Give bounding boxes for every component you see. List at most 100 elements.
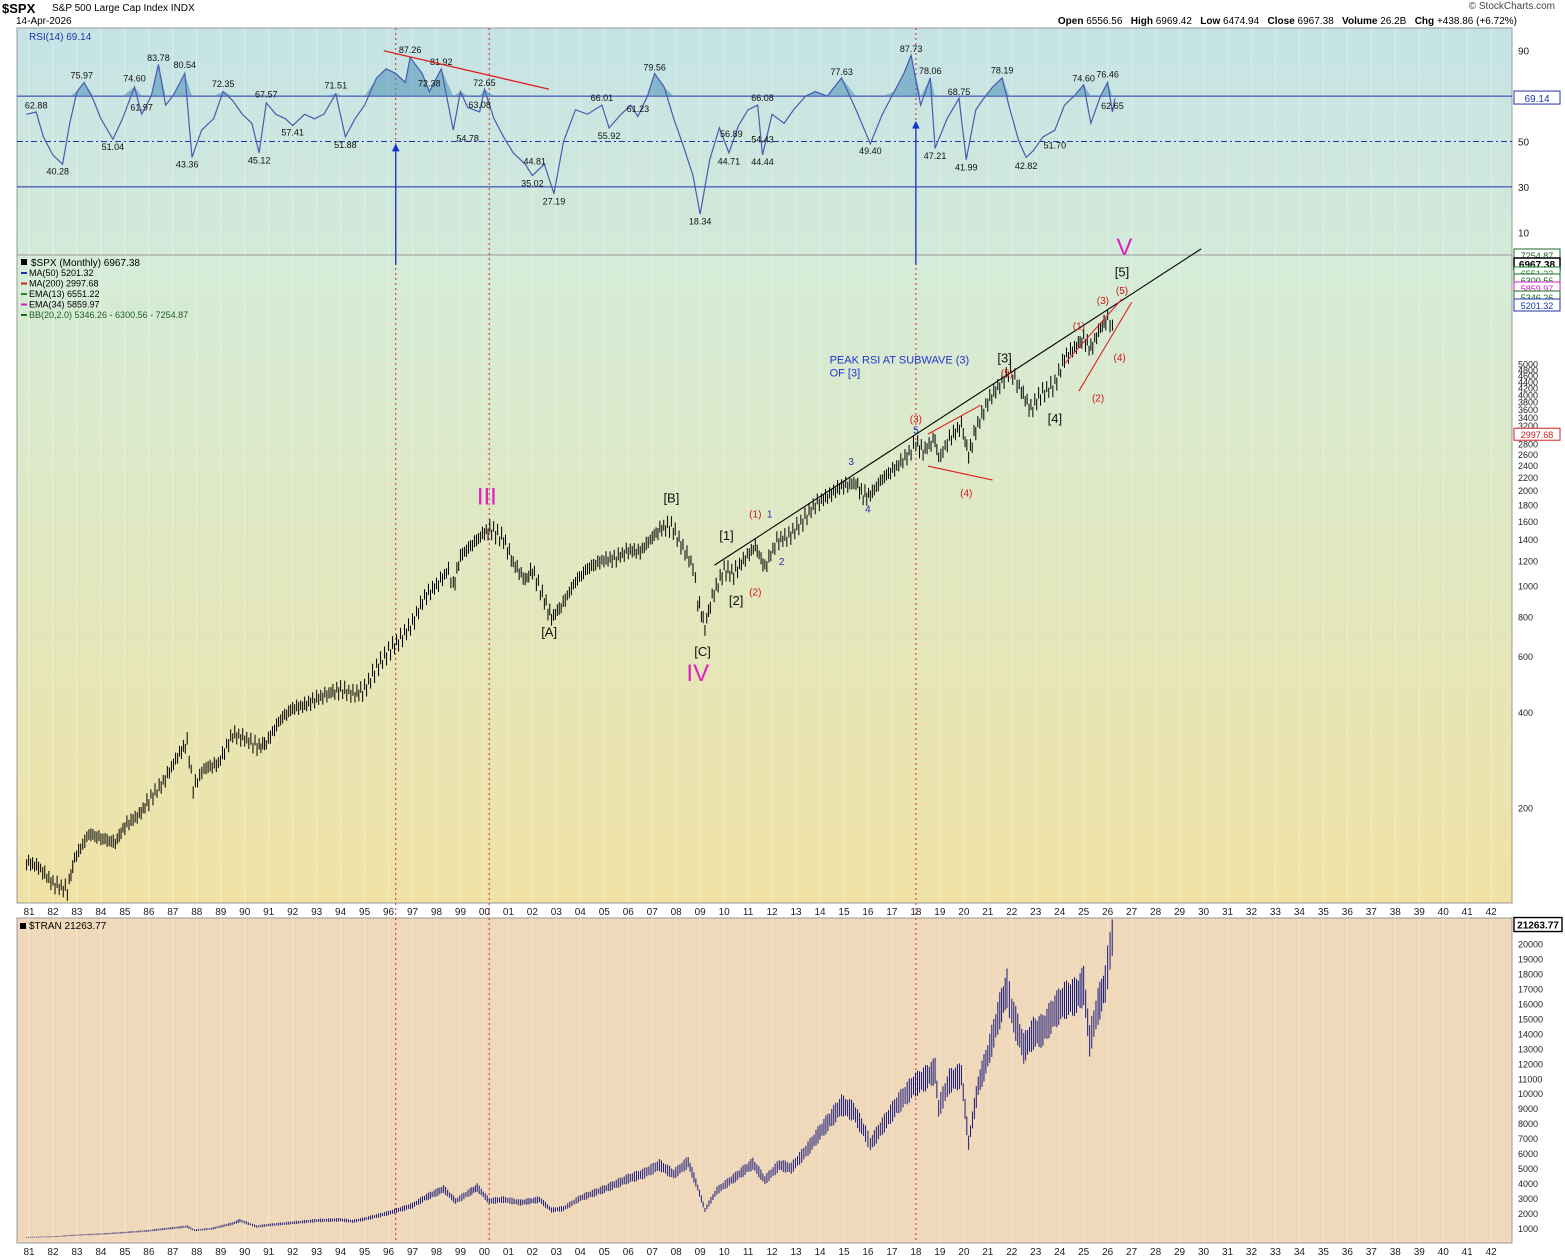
wave-label: (2) [1092,394,1104,405]
x-tick-label: 06 [623,907,635,918]
x-tick-label: 17 [886,907,898,918]
rsi-value-label: 51.88 [334,140,357,150]
x-tick-label: 99 [455,1247,467,1258]
x-tick-label: 05 [599,907,611,918]
symbol[interactable]: $SPX [2,1,36,16]
x-tick-label: 19 [934,1247,946,1258]
price-y-tick-label: 1800 [1518,501,1538,511]
price-axis-badge-value: 5859.97 [1521,284,1554,294]
stockcharts-logo[interactable]: © StockCharts.com [1468,1,1555,12]
x-tick-label: 03 [551,907,563,918]
x-tick-label: 96 [383,1247,395,1258]
x-tick-label: 07 [647,907,659,918]
tran-y-tick-label: 2000 [1518,1209,1538,1219]
price-panel-bg [16,254,1513,904]
rsi-y-tick-label: 50 [1518,138,1530,149]
x-tick-label: 24 [1054,1247,1066,1258]
rsi-value-label: 74.60 [123,74,146,84]
x-tick-label: 04 [575,1247,587,1258]
x-tick-label: 90 [239,1247,251,1258]
tran-y-tick-label: 11000 [1518,1074,1542,1084]
price-y-tick-label: 1000 [1518,582,1538,592]
x-tick-label: 02 [527,907,539,918]
price-y-tick-label: 3600 [1518,405,1538,415]
wave-label: 3 [848,457,854,468]
price-trendline [1064,298,1123,365]
x-tick-label: 42 [1486,1247,1498,1258]
wave-label: [5] [1115,265,1129,280]
wave-label: (1) [749,509,761,520]
x-tick-label: 81 [23,1247,35,1258]
rsi-value-label: 72.65 [473,78,496,88]
x-tick-label: 31 [1222,1247,1234,1258]
x-tick-label: 23 [1030,907,1042,918]
price-y-tick-label: 400 [1518,708,1533,718]
rsi-value-label: 71.51 [325,81,348,91]
rsi-value-label: 63.08 [468,100,491,110]
price-axis-badge-value: 6967.38 [1519,260,1556,271]
x-tick-label: 82 [47,907,59,918]
x-tick-label: 10 [719,907,731,918]
x-tick-label: 15 [838,907,850,918]
price-y-tick-label: 2800 [1518,440,1538,450]
x-tick-label: 36 [1342,1247,1354,1258]
wave-label: III [477,484,497,511]
x-tick-label: 40 [1438,907,1450,918]
x-tick-label: 26 [1102,1247,1114,1258]
x-tick-label: 86 [143,907,155,918]
rsi-value-label: 27.19 [543,196,566,206]
price-trendline [927,404,981,435]
rsi-value-label: 45.12 [248,156,271,166]
tran-current-badge [1513,916,1563,933]
rsi-current-value: 69.14 [1524,94,1549,105]
tran-y-tick-label: 13000 [1518,1044,1543,1054]
rsi-value-label: 66.01 [591,93,614,103]
rsi-value-label: 42.82 [1015,161,1038,171]
price-y-tick-label: 2000 [1518,486,1538,496]
tran-y-tick-label: 17000 [1518,984,1543,994]
x-tick-label: 01 [503,1247,515,1258]
tran-panel-bg [16,917,1513,1244]
price-axis-badge-value: 2997.68 [1521,430,1554,440]
wave-label: [3] [997,350,1011,365]
x-tick-label: 88 [191,1247,203,1258]
x-tick-label: 03 [551,1247,563,1258]
x-tick-label: 39 [1414,907,1426,918]
rsi-value-label: 54.43 [751,134,774,144]
x-tick-label: 30 [1198,1247,1210,1258]
legend-swatch-tran [20,923,26,929]
x-tick-label: 13 [790,1247,802,1258]
price-y-tick-label: 4000 [1518,390,1538,400]
tran-y-tick-label: 8000 [1518,1119,1538,1129]
wave-label: [4] [1048,411,1062,426]
x-tick-label: 08 [671,907,683,918]
tran-bars [26,919,1113,1238]
x-tick-label: 85 [119,907,131,918]
wave-label: (1) [1073,322,1085,333]
x-tick-label: 98 [431,1247,443,1258]
wave-label: 4 [865,504,871,515]
x-tick-label: 14 [814,1247,826,1258]
x-tick-label: 97 [407,907,419,918]
rsi-value-label: 81.92 [430,57,453,67]
x-tick-label: 01 [503,907,515,918]
rsi-value-label: 72.38 [418,79,441,89]
x-tick-label: 14 [814,907,826,918]
rsi-value-label: 78.19 [991,66,1014,76]
price-bars [26,309,1113,901]
x-tick-label: 98 [431,907,443,918]
x-tick-label: 28 [1150,907,1162,918]
x-tick-label: 32 [1246,1247,1258,1258]
x-tick-label: 82 [47,1247,59,1258]
x-tick-label: 06 [623,1247,635,1258]
rsi-value-label: 61.23 [627,104,650,114]
rsi-value-label: 44.71 [718,157,741,167]
tran-y-tick-label: 1000 [1518,1224,1538,1234]
rsi-value-label: 79.56 [643,62,666,72]
rsi-value-label: 80.54 [174,60,197,70]
x-tick-label: 20 [958,907,970,918]
tran-y-tick-label: 7000 [1518,1134,1538,1144]
tran-y-tick-label: 9000 [1518,1104,1538,1114]
wave-label: V [1116,234,1132,261]
